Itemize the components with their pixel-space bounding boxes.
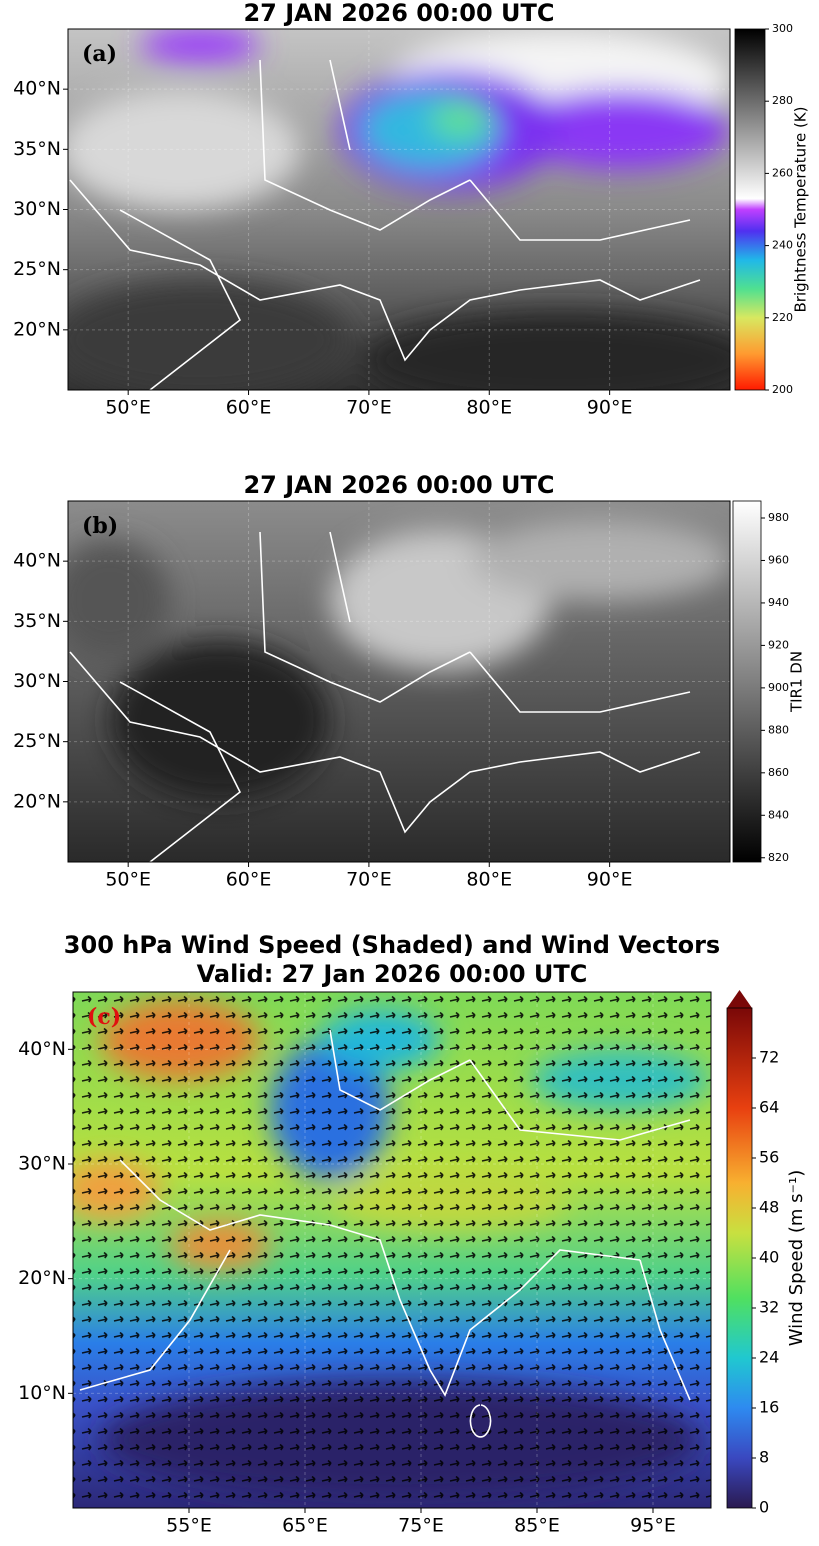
x-tick-label: 80°E — [466, 397, 512, 419]
y-tick-label: 25°N — [13, 258, 61, 280]
x-tick-label: 80°E — [466, 869, 512, 891]
panel-label: (b) — [82, 513, 118, 539]
x-tick-label: 85°E — [514, 1515, 560, 1537]
colorbar-tick-label: 880 — [768, 723, 789, 736]
map-imagery — [68, 501, 730, 862]
x-tick-label: 55°E — [166, 1515, 212, 1537]
colorbar — [732, 500, 762, 863]
colorbar-tick-label: 900 — [768, 681, 789, 694]
colorbar-tick-label: 200 — [772, 383, 793, 396]
map-imagery — [73, 992, 711, 1508]
x-tick-label: 60°E — [226, 869, 272, 891]
colorbar-tick-label: 24 — [759, 1348, 779, 1367]
y-tick-label: 10°N — [18, 1382, 66, 1404]
colorbar-tick-label: 920 — [768, 638, 789, 651]
colorbar-tick-label: 16 — [759, 1398, 779, 1417]
colorbar-label: TIR1 DN — [788, 651, 806, 713]
colorbar-tick-label: 820 — [768, 851, 789, 864]
colorbar-tick-label: 280 — [772, 94, 793, 107]
x-tick-label: 90°E — [587, 869, 633, 891]
colorbar-tick-label: 0 — [759, 1498, 769, 1517]
map-frame — [67, 28, 731, 391]
colorbar-tick-label: 260 — [772, 166, 793, 179]
map-imagery — [68, 29, 730, 390]
x-tick-label: 70°E — [346, 869, 392, 891]
colorbar-tick-label: 860 — [768, 766, 789, 779]
y-tick-label: 40°N — [13, 550, 61, 572]
x-tick-label: 90°E — [587, 397, 633, 419]
panel-label: (c) — [87, 1004, 121, 1030]
colorbar-tick-label: 40 — [759, 1248, 779, 1267]
colorbar-tick-label: 940 — [768, 596, 789, 609]
y-tick-label: 35°N — [13, 138, 61, 160]
y-tick-label: 40°N — [18, 1038, 66, 1060]
x-tick-label: 95°E — [630, 1515, 676, 1537]
y-tick-label: 20°N — [18, 1267, 66, 1289]
panel-label: (a) — [82, 41, 117, 67]
x-tick-label: 70°E — [346, 397, 392, 419]
y-tick-label: 20°N — [13, 790, 61, 812]
panel-title: 300 hPa Wind Speed (Shaded) and Wind Vec… — [64, 931, 720, 959]
panel-title: Valid: 27 Jan 2026 00:00 UTC — [197, 960, 588, 988]
x-tick-label: 60°E — [226, 397, 272, 419]
colorbar-tick-label: 220 — [772, 311, 793, 324]
y-tick-label: 30°N — [13, 670, 61, 692]
y-tick-label: 25°N — [13, 730, 61, 752]
colorbar-tick-label: 64 — [759, 1098, 779, 1117]
y-tick-label: 30°N — [13, 198, 61, 220]
colorbar-tick-label: 72 — [759, 1048, 779, 1067]
x-tick-label: 50°E — [105, 397, 151, 419]
y-tick-label: 35°N — [13, 610, 61, 632]
map-frame — [67, 500, 731, 863]
colorbar-label: Wind Speed (m s⁻¹) — [786, 1170, 807, 1347]
colorbar-tick-label: 960 — [768, 553, 789, 566]
x-tick-label: 75°E — [398, 1515, 444, 1537]
colorbar-label: Brightness Temperature (K) — [792, 107, 810, 313]
x-tick-label: 50°E — [105, 869, 151, 891]
x-tick-label: 65°E — [282, 1515, 328, 1537]
colorbar-tick-label: 56 — [759, 1148, 779, 1167]
colorbar-tick-label: 240 — [772, 239, 793, 252]
colorbar-tick-label: 980 — [768, 511, 789, 524]
colorbar-tick-label: 48 — [759, 1198, 779, 1217]
panel-title: 27 JAN 2026 00:00 UTC — [243, 0, 554, 27]
y-tick-label: 30°N — [18, 1153, 66, 1175]
colorbar-extend — [727, 990, 752, 1008]
colorbar-tick-label: 8 — [759, 1448, 769, 1467]
colorbar — [726, 1007, 753, 1509]
y-tick-label: 40°N — [13, 78, 61, 100]
colorbar — [734, 28, 766, 391]
colorbar-tick-label: 840 — [768, 808, 789, 821]
y-tick-label: 20°N — [13, 318, 61, 340]
colorbar-tick-label: 32 — [759, 1298, 779, 1317]
panel-title: 27 JAN 2026 00:00 UTC — [243, 471, 554, 499]
colorbar-tick-label: 300 — [772, 22, 793, 35]
map-frame — [72, 991, 712, 1509]
